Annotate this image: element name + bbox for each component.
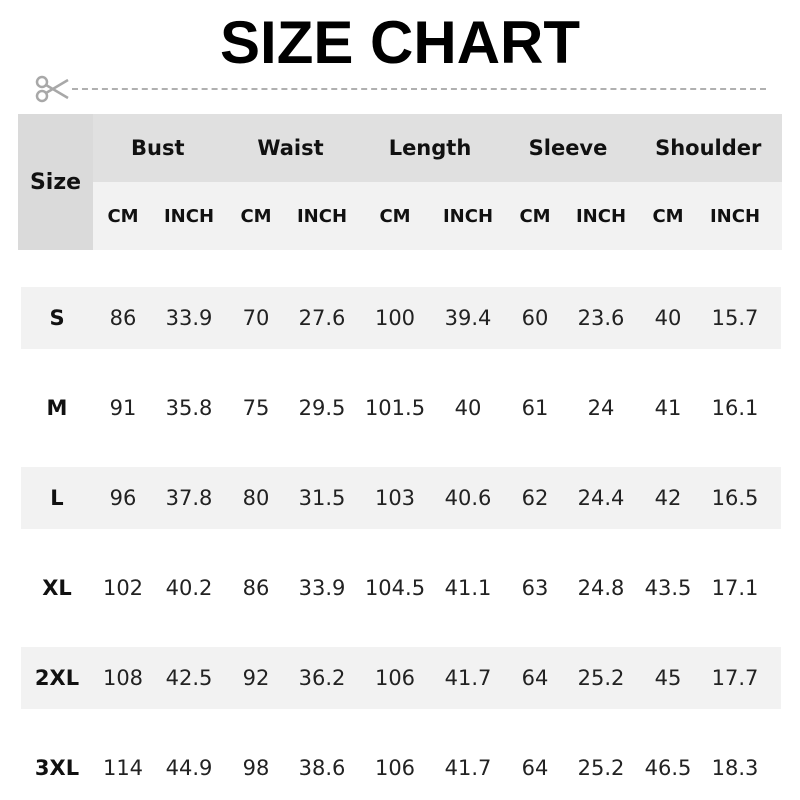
unit-header-cm: CM (379, 205, 411, 227)
value-cell: 33.9 (165, 306, 213, 330)
table-row: M 91 35.8 75 29.5 101.5 40 61 24 41 16.1 (21, 377, 781, 439)
unit-header-row (93, 182, 782, 250)
value-cell: 24.8 (577, 576, 625, 600)
unit-header-cm: CM (652, 205, 684, 227)
table-row: 2XL 108 42.5 92 36.2 106 41.7 64 25.2 45 17.7 (21, 647, 781, 709)
value-cell: 92 (242, 666, 270, 690)
group-header-shoulder: Shoulder (634, 114, 782, 182)
group-header-bust: Bust (93, 114, 223, 182)
scissors-icon (35, 75, 69, 103)
value-cell: 102 (102, 576, 144, 600)
value-cell: 98 (242, 756, 270, 780)
value-cell: 86 (242, 576, 270, 600)
value-cell: 63 (521, 576, 549, 600)
value-cell: 25.2 (577, 666, 625, 690)
value-cell: 45 (654, 666, 682, 690)
value-cell: 64 (521, 666, 549, 690)
value-cell: 29.5 (298, 396, 346, 420)
value-cell: 75 (242, 396, 270, 420)
value-cell: 17.7 (711, 666, 759, 690)
value-cell: 24.4 (577, 486, 625, 510)
unit-header-inch: INCH (575, 205, 627, 227)
value-cell: 33.9 (298, 576, 346, 600)
value-cell: 101.5 (364, 396, 426, 420)
value-cell: 27.6 (298, 306, 346, 330)
size-cell: L (50, 486, 64, 510)
size-cell: M (46, 396, 68, 420)
value-cell: 40.2 (165, 576, 213, 600)
value-cell: 46.5 (644, 756, 692, 780)
value-cell: 41.1 (444, 576, 492, 600)
unit-header-inch: INCH (442, 205, 494, 227)
value-cell: 24 (587, 396, 615, 420)
group-header-length: Length (358, 114, 502, 182)
value-cell: 36.2 (298, 666, 346, 690)
value-cell: 37.8 (165, 486, 213, 510)
value-cell: 18.3 (711, 756, 759, 780)
value-cell: 31.5 (298, 486, 346, 510)
value-cell: 40 (654, 306, 682, 330)
group-header-waist: Waist (222, 114, 359, 182)
value-cell: 80 (242, 486, 270, 510)
value-cell: 40.6 (444, 486, 492, 510)
size-cell: S (49, 306, 65, 330)
table-row: S 86 33.9 70 27.6 100 39.4 60 23.6 40 15.7 (21, 287, 781, 349)
value-cell: 96 (109, 486, 137, 510)
size-cell: 3XL (34, 756, 80, 780)
unit-header-cm: CM (107, 205, 139, 227)
value-cell: 70 (242, 306, 270, 330)
table-row: L 96 37.8 80 31.5 103 40.6 62 24.4 42 16.5 (21, 467, 781, 529)
value-cell: 44.9 (165, 756, 213, 780)
value-cell: 25.2 (577, 756, 625, 780)
table-row: 3XL 114 44.9 98 38.6 106 41.7 64 25.2 46.5 18.3 (21, 737, 781, 799)
size-cell: XL (42, 576, 72, 600)
value-cell: 39.4 (444, 306, 492, 330)
value-cell: 86 (109, 306, 137, 330)
value-cell: 15.7 (711, 306, 759, 330)
value-cell: 100 (374, 306, 416, 330)
value-cell: 60 (521, 306, 549, 330)
page-title: SIZE CHART (220, 9, 580, 76)
value-cell: 62 (521, 486, 549, 510)
unit-header-cm: CM (519, 205, 551, 227)
value-cell: 114 (102, 756, 144, 780)
value-cell: 16.1 (711, 396, 759, 420)
value-cell: 41.7 (444, 666, 492, 690)
size-column-header: Size (18, 114, 93, 250)
value-cell: 35.8 (165, 396, 213, 420)
value-cell: 106 (374, 756, 416, 780)
unit-header-inch: INCH (296, 205, 348, 227)
table-row: XL 102 40.2 86 33.9 104.5 41.1 63 24.8 43.5 17.1 (21, 557, 781, 619)
value-cell: 42 (654, 486, 682, 510)
size-cell: 2XL (34, 666, 80, 690)
unit-header-cm: CM (240, 205, 272, 227)
value-cell: 23.6 (577, 306, 625, 330)
value-cell: 38.6 (298, 756, 346, 780)
value-cell: 43.5 (644, 576, 692, 600)
unit-header-inch: INCH (163, 205, 215, 227)
value-cell: 16.5 (711, 486, 759, 510)
value-cell: 108 (102, 666, 144, 690)
value-cell: 41 (654, 396, 682, 420)
value-cell: 17.1 (711, 576, 759, 600)
value-cell: 41.7 (444, 756, 492, 780)
value-cell: 64 (521, 756, 549, 780)
value-cell: 103 (374, 486, 416, 510)
value-cell: 42.5 (165, 666, 213, 690)
cut-line-divider (72, 88, 766, 90)
group-header-sleeve: Sleeve (501, 114, 635, 182)
unit-header-inch: INCH (709, 205, 761, 227)
value-cell: 61 (521, 396, 549, 420)
value-cell: 91 (109, 396, 137, 420)
value-cell: 106 (374, 666, 416, 690)
value-cell: 104.5 (364, 576, 426, 600)
value-cell: 40 (454, 396, 482, 420)
